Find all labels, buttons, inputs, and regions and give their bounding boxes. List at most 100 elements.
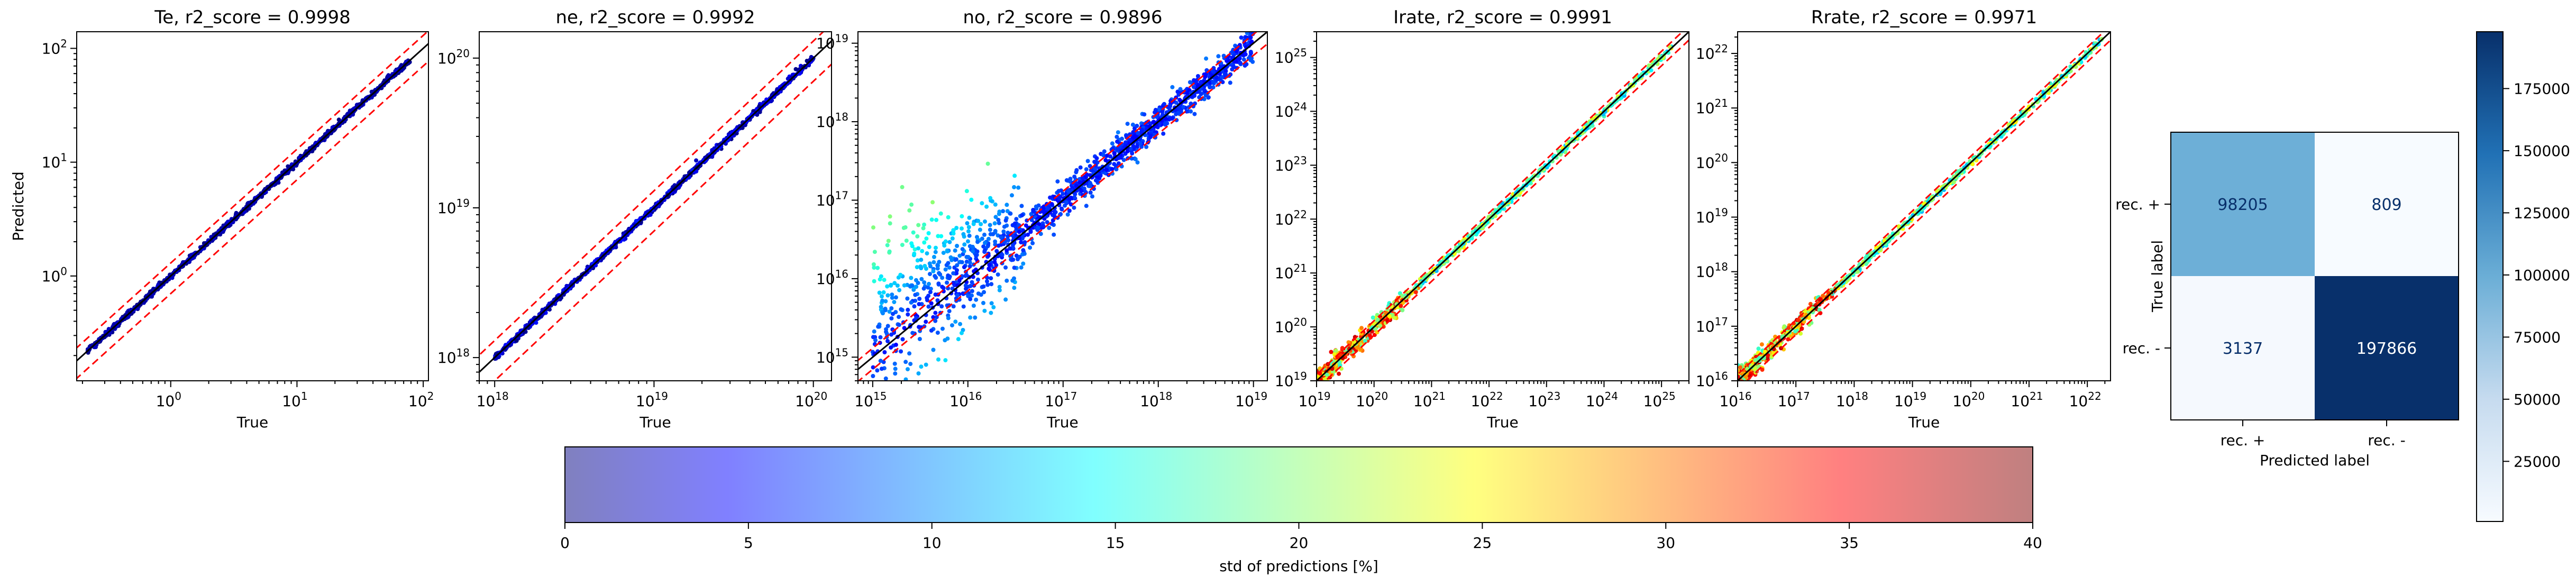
data-point [1006,231,1010,235]
data-point [958,322,963,326]
data-point [910,331,915,335]
panel-title: Irate, r2_score = 0.9991 [1393,7,1612,28]
lower-band-line [77,60,428,380]
reference-lines [858,32,1267,381]
reference-lines [479,32,832,381]
data-point [1324,372,1329,377]
data-point [1059,207,1064,212]
x-tick-label: 102 [408,390,434,410]
data-point [1346,340,1351,345]
data-point [1016,185,1021,190]
upper-band-line [77,32,428,349]
data-point [947,240,952,244]
lower-band-line [1324,39,1689,381]
data-point [1136,131,1140,135]
data-point [882,278,887,282]
data-point [1316,384,1320,388]
data-point [893,367,898,371]
data-point [963,283,968,288]
data-point [894,411,899,416]
data-point [929,301,934,306]
data-point [942,243,947,248]
data-point [936,234,940,239]
x-tick-label: 1015 [854,390,887,410]
data-point [969,197,974,202]
data-point [897,288,902,292]
data-point [966,229,971,234]
data-point [1131,134,1136,139]
data-point [928,264,933,269]
data-point [1176,93,1181,97]
data-point [1392,315,1397,320]
data-point [909,276,914,280]
data-point [1782,325,1786,330]
x-tick-label: 1019 [1298,390,1330,410]
data-point [887,411,891,415]
data-point [1168,116,1173,121]
data-point [1161,131,1166,136]
data-point [1052,232,1056,237]
data-point [1123,140,1128,145]
data-point [989,301,994,306]
data-point [1198,80,1203,85]
data-point [964,273,969,278]
data-point [993,215,998,219]
data-point [916,371,921,376]
data-point [1239,35,1244,40]
data-point [1243,52,1248,57]
data-point [906,367,910,372]
data-point [933,310,938,315]
data-point [957,253,962,258]
data-point [910,244,915,249]
data-point [1400,294,1404,298]
data-point [1192,112,1197,116]
data-point [929,217,934,222]
data-point [930,200,935,205]
data-point [962,265,966,270]
data-point [1055,179,1060,184]
data-point [1248,35,1253,40]
data-point [558,297,562,301]
data-point [897,315,901,319]
upper-band-line [479,32,825,356]
data-point [940,326,945,331]
data-point [1148,134,1153,139]
data-point [1951,180,1956,185]
y-axis-label: Predicted [10,171,27,241]
data-point [648,213,653,217]
x-tick-label: 1025 [1643,390,1676,410]
y-tick-label: 1020 [1275,316,1307,336]
data-point [967,233,972,238]
data-point [931,260,936,264]
data-point [1131,130,1136,134]
data-point [1110,146,1115,151]
data-point [889,332,894,337]
data-point [946,316,951,320]
data-point [931,347,936,352]
data-point [889,345,893,350]
data-point [1090,194,1094,199]
data-point [943,267,948,272]
panel-4: 1019 1020 1021 1022 1023 1024 1025101910201021… [1275,7,1689,431]
data-point [1088,180,1092,185]
data-point [934,217,939,222]
data-point [1116,155,1121,160]
data-point [992,221,997,226]
data-point [906,393,910,398]
data-point [1008,246,1012,251]
data-point [997,288,1002,292]
data-point [906,307,910,312]
data-point [1359,326,1364,331]
data-point [890,415,894,419]
data-point [1174,112,1179,116]
data-point [1160,109,1165,114]
data-point [1252,23,1256,28]
data-point [951,304,956,309]
data-point [927,245,931,250]
data-point [1238,61,1243,66]
y-tick-label: 1020 [437,47,470,67]
data-point [986,236,991,241]
data-point [970,280,974,285]
data-point [893,371,898,376]
data-point [1128,138,1133,143]
